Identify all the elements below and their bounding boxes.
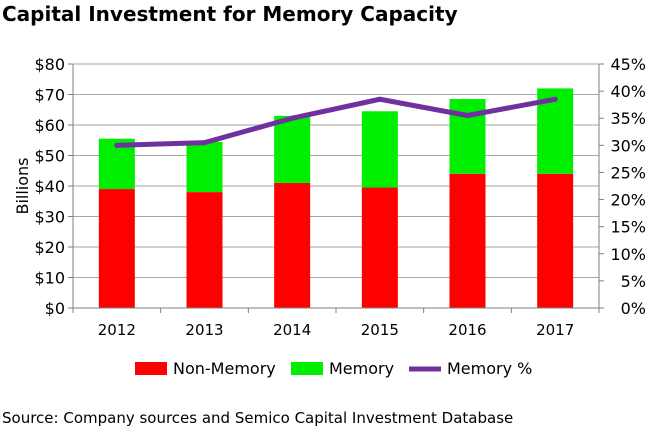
bar-non-memory-2015 bbox=[361, 187, 398, 308]
point-memory-pct-2016 bbox=[465, 113, 470, 119]
point-memory-pct-2014 bbox=[289, 115, 295, 121]
legend-swatch-non-memory bbox=[135, 362, 167, 375]
bar-memory-2014 bbox=[274, 115, 311, 183]
right-tick-label: 35% bbox=[610, 109, 646, 128]
left-tick-label: $20 bbox=[34, 238, 65, 257]
x-tick-label: 2017 bbox=[536, 321, 574, 339]
bar-non-memory-2017 bbox=[537, 173, 574, 308]
right-tick-label: 15% bbox=[610, 218, 646, 237]
y-axis-label: Billions bbox=[13, 157, 32, 214]
right-tick-label: 25% bbox=[610, 163, 646, 182]
right-tick-label: 10% bbox=[610, 245, 646, 264]
line-memory-pct bbox=[114, 96, 558, 148]
x-tick-label: 2015 bbox=[361, 321, 399, 339]
bar-non-memory-2014 bbox=[274, 182, 311, 308]
left-tick-label: $10 bbox=[34, 269, 65, 288]
right-tick-label: 30% bbox=[610, 136, 646, 155]
left-tick-label: $80 bbox=[34, 55, 65, 74]
x-axis-ticks: 2012 2013 2014 2015 2016 2017 bbox=[72, 308, 600, 339]
left-tick-label: $60 bbox=[34, 116, 65, 135]
point-memory-pct-2012 bbox=[114, 142, 120, 148]
x-tick-label: 2012 bbox=[98, 321, 136, 339]
legend-swatch-memory bbox=[291, 362, 323, 375]
right-tick-label: 5% bbox=[621, 272, 646, 291]
bar-memory-2015 bbox=[361, 111, 398, 188]
left-tick-label: $30 bbox=[34, 208, 65, 227]
legend-label-non-memory: Non-Memory bbox=[173, 359, 276, 378]
right-tick-label: 20% bbox=[610, 191, 646, 210]
legend-label-memory: Memory bbox=[329, 359, 394, 378]
point-memory-pct-2017 bbox=[552, 96, 558, 102]
bar-memory-2013 bbox=[186, 141, 223, 193]
x-tick-label: 2014 bbox=[273, 321, 311, 339]
capital-investment-chart: $0 $10 $20 $30 $40 $50 $60 $70 $80 0% 5% 10% 15% 20%… bbox=[13, 55, 646, 378]
point-memory-pct-2013 bbox=[202, 140, 207, 146]
left-tick-label: $70 bbox=[34, 86, 65, 105]
right-axis-ticks: 0% 5% 10% 15% 20% 25% 30% 35% 40% 45% bbox=[599, 55, 646, 318]
bar-memory-2016 bbox=[449, 99, 486, 174]
bar-non-memory-2016 bbox=[449, 173, 486, 308]
left-tick-label: $50 bbox=[34, 147, 65, 166]
gridlines bbox=[73, 63, 599, 309]
legend-label-memory-pct: Memory % bbox=[447, 359, 532, 378]
memory-pct-line bbox=[114, 96, 558, 148]
left-axis-ticks: $0 $10 $20 $30 $40 $50 $60 $70 $80 bbox=[34, 55, 73, 318]
bar-non-memory-2013 bbox=[186, 192, 223, 308]
bar-non-memory-2012 bbox=[98, 189, 135, 308]
right-tick-label: 40% bbox=[610, 82, 646, 101]
left-tick-label: $0 bbox=[45, 299, 65, 318]
right-tick-label: 45% bbox=[610, 55, 646, 74]
chart-title: Capital Investment for Memory Capacity bbox=[2, 2, 458, 26]
left-tick-label: $40 bbox=[34, 177, 65, 196]
legend: Non-Memory Memory Memory % bbox=[135, 359, 532, 378]
point-memory-pct-2015 bbox=[377, 96, 383, 102]
x-tick-label: 2013 bbox=[185, 321, 223, 339]
source-note: Source: Company sources and Semico Capit… bbox=[2, 409, 514, 427]
bars bbox=[98, 88, 574, 308]
x-tick-label: 2016 bbox=[448, 321, 486, 339]
right-tick-label: 0% bbox=[621, 299, 646, 318]
